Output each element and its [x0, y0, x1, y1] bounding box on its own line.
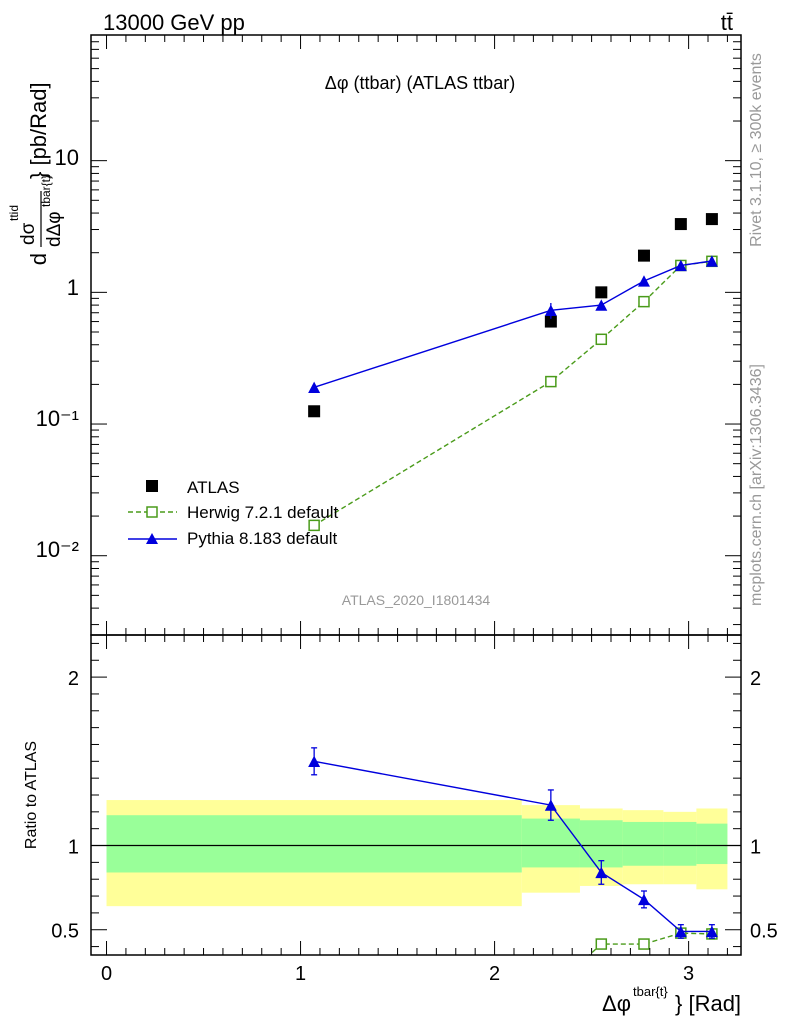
- legend-label: Herwig 7.2.1 default: [187, 503, 338, 522]
- inner-uncertainty-band: [106, 815, 522, 873]
- ratio-y-axis-title: Ratio to ATLAS: [23, 741, 40, 849]
- y-tick-label-right: 2: [750, 668, 761, 690]
- data-point-open-square: [638, 295, 650, 308]
- data-point-triangle: [705, 255, 718, 267]
- data-point-square: [637, 249, 650, 262]
- y-tick-label: 10: [55, 145, 79, 170]
- data-point-open-square: [595, 333, 608, 346]
- y-title-prefix: d: [26, 253, 51, 265]
- y-tick-label: 1: [68, 837, 79, 859]
- y-tick-label: 1: [67, 275, 79, 300]
- ratio-uncertainty-bands: [91, 800, 741, 907]
- data-point-open-square: [545, 375, 557, 388]
- data-point-triangle: [674, 259, 687, 272]
- data-point-triangle: [637, 893, 650, 906]
- y-tick-label-right: 0.5: [750, 921, 778, 943]
- y-tick-label: 10⁻²: [36, 537, 79, 562]
- main-panel: 10 1 10⁻¹ 10⁻² Δφ (ttbar) (ATLAS ttbar) …: [7, 34, 742, 636]
- legend-marker-atlas: [146, 480, 158, 492]
- y-title-denominator-sup: tbar{t}: [39, 175, 53, 207]
- main-y-axis-title: d dσ ttid dΔφ tbar{t} } [pb/Rad]: [7, 82, 65, 265]
- main-series-layer: [308, 213, 718, 532]
- x-title-unit: } [Rad]: [675, 991, 741, 1016]
- data-point-triangle: [308, 381, 321, 394]
- y-tick-label: 2: [68, 668, 79, 690]
- data-point-triangle: [595, 866, 608, 879]
- ratio-series-layer: [308, 747, 718, 995]
- data-point-triangle: [637, 275, 650, 287]
- y-tick-label-right: 1: [750, 837, 761, 859]
- main-title: Δφ (ttbar) (ATLAS ttbar): [325, 73, 515, 93]
- x-title-main: Δφ: [602, 991, 631, 1016]
- inner-uncertainty-band: [521, 818, 580, 868]
- x-tick-label: 2: [489, 963, 500, 985]
- data-point-square: [544, 315, 557, 328]
- data-point-triangle: [308, 755, 321, 768]
- main-ticks: [91, 34, 741, 635]
- energy-label: 13000 GeV pp: [103, 10, 245, 35]
- ratio-panel: 0 1 2 3 0.5 0.5 1 1 2 2 Ratio to ATLAS Δφ tbar{t}…: [23, 634, 778, 1016]
- process-label: tt̄: [721, 10, 733, 35]
- data-point-triangle: [705, 925, 718, 938]
- data-point-open-square: [308, 519, 320, 532]
- ratio-series-group: [308, 747, 718, 995]
- y-title-denominator: dΔφ: [44, 211, 65, 247]
- y-title-unit: } [pb/Rad]: [26, 82, 51, 179]
- x-axis-title: Δφ tbar{t} } [Rad]: [602, 984, 741, 1016]
- y-tick-label: 10⁻¹: [36, 406, 79, 431]
- legend: ATLAS Herwig 7.2.1 default Pythia 8.183 …: [128, 478, 338, 548]
- legend-marker-pythia: [146, 533, 158, 544]
- x-tick-label: 1: [295, 963, 306, 985]
- ratio-ticks: [91, 635, 741, 955]
- mcplots-label: mcplots.cern.ch [arXiv:1306.3436]: [748, 364, 765, 606]
- y-title-numerator: dσ: [18, 222, 39, 245]
- legend-label: ATLAS: [187, 478, 240, 497]
- series-line: [313, 260, 712, 526]
- data-point-square: [674, 218, 687, 231]
- inner-uncertainty-band: [696, 823, 728, 865]
- data-point-triangle: [544, 799, 557, 811]
- x-tick-label: 3: [683, 963, 694, 985]
- data-point-triangle: [595, 299, 608, 311]
- inner-uncertainty-band: [622, 821, 664, 866]
- data-point-open-square: [546, 985, 556, 995]
- rivet-label: Rivet 3.1.10, ≥ 300k events: [748, 53, 765, 247]
- legend-marker-herwig: [146, 506, 158, 518]
- ratio-tick-labels: 0 1 2 3 0.5 0.5 1 1 2 2: [51, 668, 778, 985]
- main-y-tick-labels: 10 1 10⁻¹ 10⁻²: [36, 145, 79, 562]
- series-line: [313, 260, 712, 388]
- y-title-numerator-sup: ttid: [7, 205, 21, 221]
- data-point-triangle: [674, 925, 687, 938]
- analysis-watermark: ATLAS_2020_I1801434: [342, 592, 491, 608]
- data-point-square: [595, 286, 608, 299]
- data-point-square: [705, 213, 718, 226]
- series-line: [314, 760, 712, 933]
- y-tick-label: 0.5: [51, 921, 79, 943]
- data-point-square: [308, 405, 321, 418]
- data-point-open-square: [595, 938, 608, 950]
- inner-uncertainty-band: [579, 820, 623, 868]
- x-title-sup: tbar{t}: [633, 984, 668, 999]
- data-point-open-square: [638, 938, 650, 950]
- data-point-triangle: [544, 304, 557, 317]
- inner-uncertainty-band: [663, 821, 697, 866]
- x-tick-label: 0: [101, 963, 112, 985]
- legend-label: Pythia 8.183 default: [187, 529, 338, 548]
